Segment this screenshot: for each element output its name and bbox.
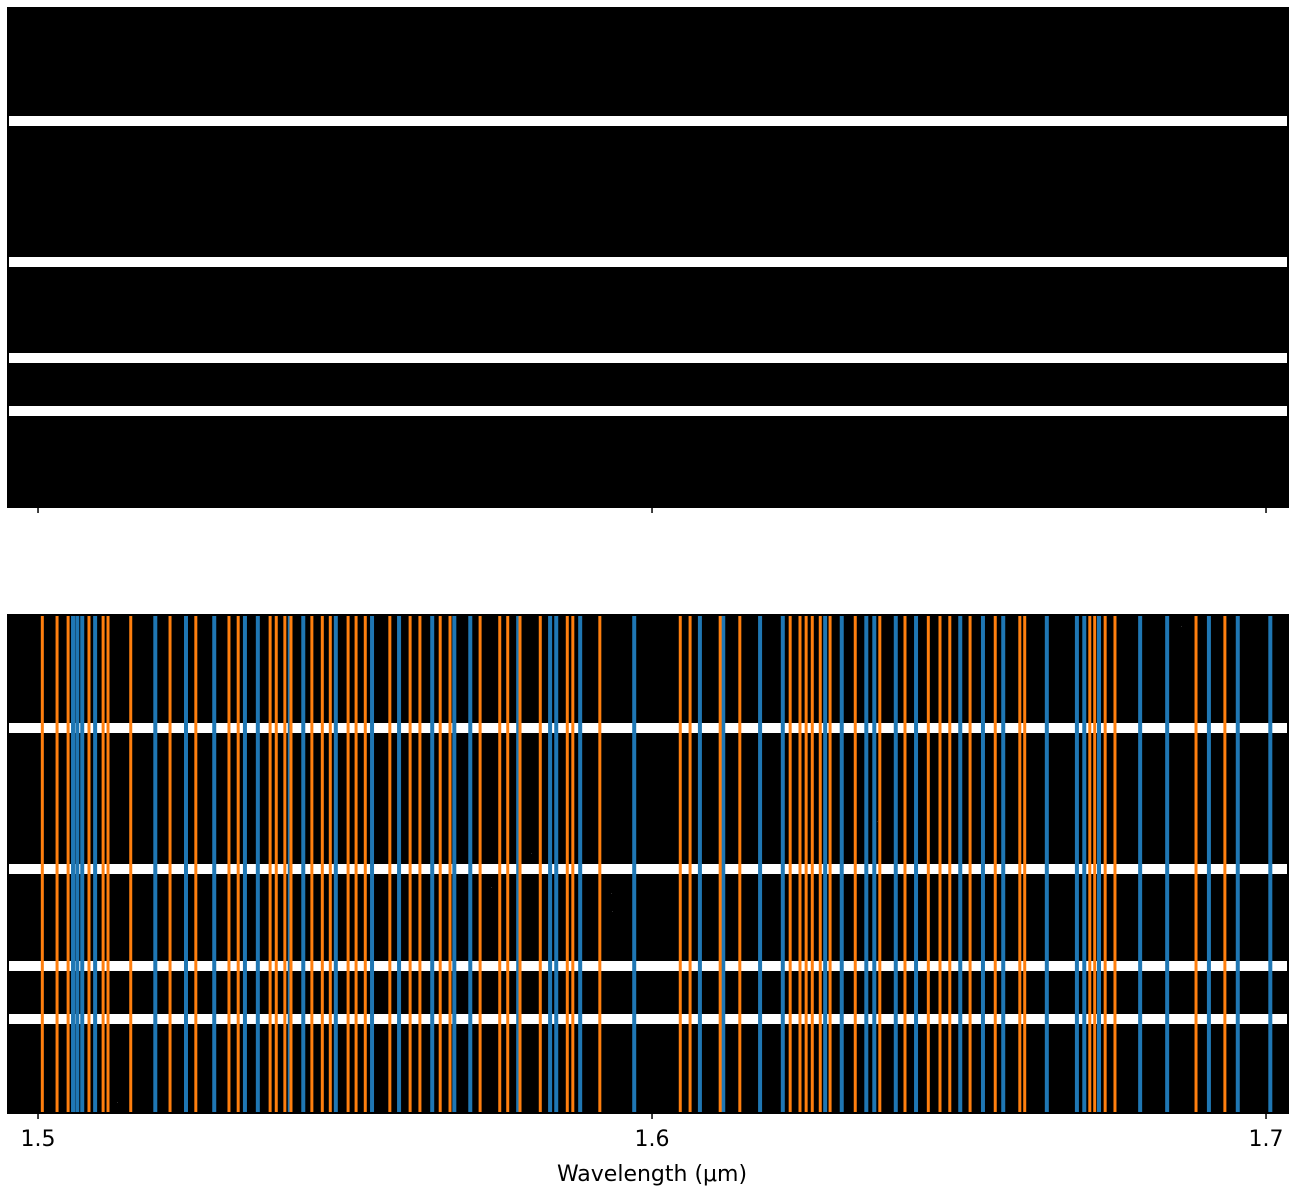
x-tick-label: 1.7 xyxy=(1249,1127,1284,1152)
gap-band xyxy=(8,961,1288,971)
gap-band xyxy=(8,1014,1288,1024)
axes-frame xyxy=(7,7,1289,508)
axes-frame xyxy=(7,614,1289,1114)
x-tick-label: 1.6 xyxy=(635,1127,670,1152)
gap-band xyxy=(8,864,1288,874)
line-series xyxy=(40,615,1227,1113)
gap-band xyxy=(8,406,1288,416)
bottom-panel xyxy=(8,615,1288,1113)
top-panel xyxy=(7,7,1289,508)
x-tick-label: 1.5 xyxy=(21,1127,56,1152)
line-layer xyxy=(40,615,1273,1113)
gap-band xyxy=(8,353,1288,363)
x-axis: 1.5 1.6 1.7 xyxy=(21,507,1284,1152)
x-axis-label: Wavelength (μm) xyxy=(557,1162,747,1187)
gap-band xyxy=(8,116,1288,126)
gap-band xyxy=(8,723,1288,733)
line-series xyxy=(71,615,1273,1113)
gap-band xyxy=(8,257,1288,267)
